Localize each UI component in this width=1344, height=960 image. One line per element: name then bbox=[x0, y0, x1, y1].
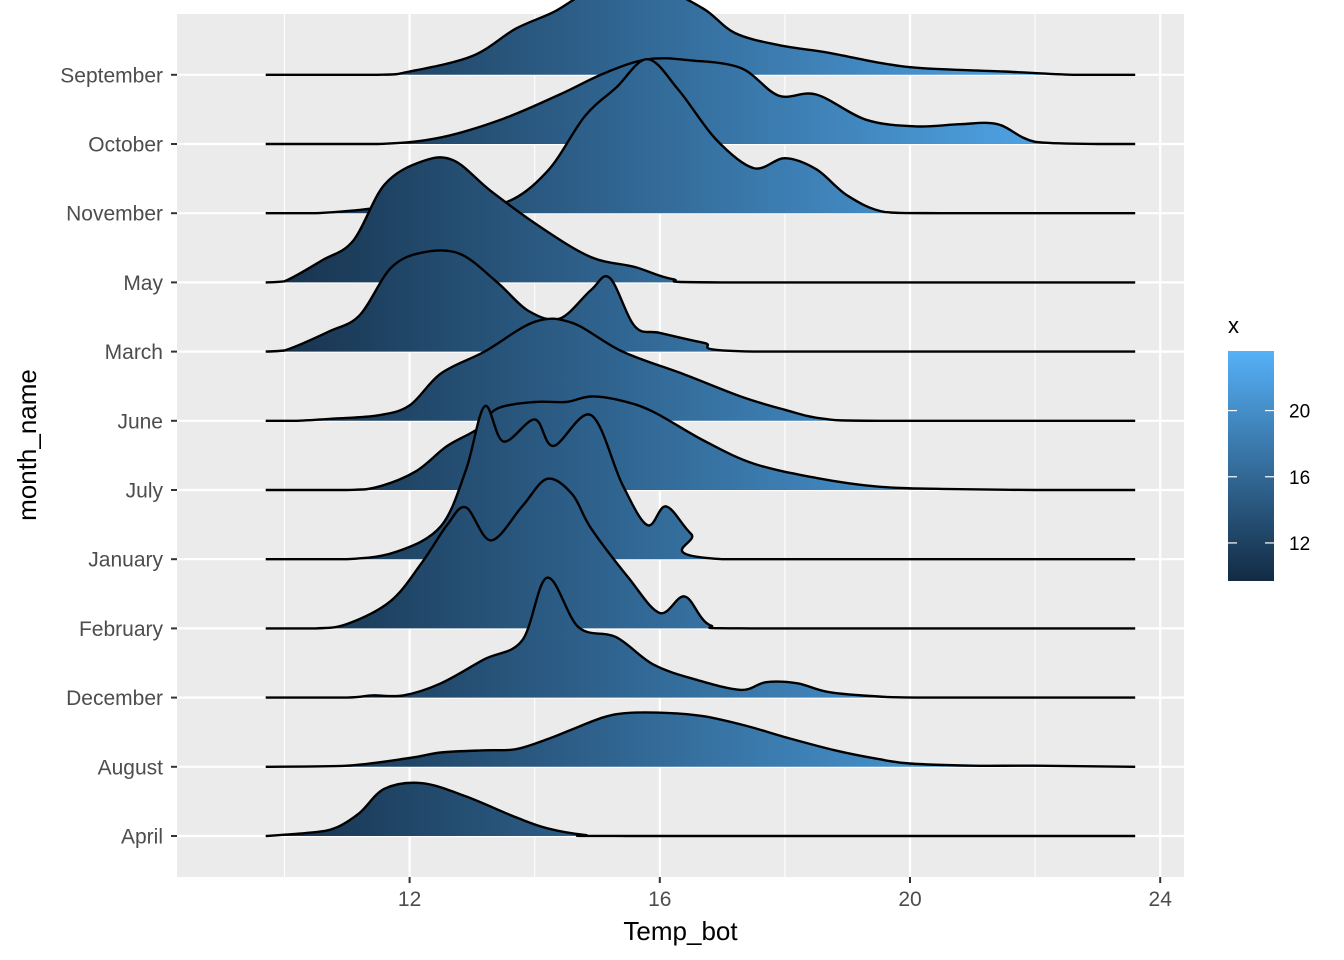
legend-label: 12 bbox=[1289, 534, 1310, 555]
ridge-area-september bbox=[265, 0, 1136, 75]
ridge-area-march bbox=[265, 250, 1136, 352]
ridge-line-december bbox=[265, 576, 1136, 699]
ridges bbox=[265, 0, 1136, 838]
x-tick-label: 24 bbox=[1149, 888, 1173, 911]
y-tick-label: April bbox=[121, 826, 163, 849]
ridge-area-october bbox=[265, 58, 1136, 145]
ridge-line-september bbox=[265, 0, 1136, 77]
ridge-area-august bbox=[265, 712, 1136, 767]
y-tick-label: May bbox=[123, 272, 163, 295]
x-axis-title: Temp_bot bbox=[623, 916, 738, 946]
ridge-area-may bbox=[265, 157, 1136, 283]
ridge-line-april bbox=[265, 781, 1136, 838]
legend-colorbar bbox=[1228, 351, 1274, 581]
ridge-area-december bbox=[265, 577, 1136, 698]
ridge-line-june bbox=[265, 317, 1136, 423]
legend-label: 20 bbox=[1289, 402, 1310, 423]
y-tick-label: July bbox=[126, 480, 164, 503]
y-tick-label: February bbox=[79, 618, 164, 641]
ridge-area-june bbox=[265, 318, 1136, 421]
axes: April August December February January July Ju… bbox=[60, 64, 1172, 911]
x-tick-label: 12 bbox=[398, 888, 421, 911]
legend-title: x bbox=[1228, 313, 1239, 338]
ridge-area-november bbox=[265, 59, 1136, 214]
ridge-line-july bbox=[265, 395, 1136, 492]
x-tick-label: 16 bbox=[648, 888, 671, 911]
legend-label: 16 bbox=[1289, 468, 1310, 489]
y-tick-label: November bbox=[66, 203, 163, 226]
legend: x 12 16 20 bbox=[1228, 313, 1310, 581]
ridge-line-august bbox=[265, 711, 1136, 768]
ridge-area-april bbox=[265, 782, 1136, 836]
y-tick-label: August bbox=[98, 756, 164, 779]
ridge-line-february bbox=[265, 477, 1136, 630]
y-tick-label: January bbox=[88, 549, 163, 572]
ridge-area-february bbox=[265, 478, 1136, 629]
y-tick-label: March bbox=[105, 341, 163, 364]
x-tick-label: 20 bbox=[898, 888, 921, 911]
ridge-area-january bbox=[265, 405, 1136, 560]
y-tick-label: June bbox=[117, 410, 163, 433]
y-axis-title: month_name bbox=[12, 369, 42, 521]
ridge-line-may bbox=[265, 156, 1136, 284]
ridge-line-january bbox=[265, 405, 1136, 561]
y-tick-label: October bbox=[88, 134, 163, 157]
ridge-line-october bbox=[265, 57, 1136, 146]
y-tick-label: September bbox=[60, 64, 163, 87]
y-tick-label: December bbox=[66, 687, 163, 710]
